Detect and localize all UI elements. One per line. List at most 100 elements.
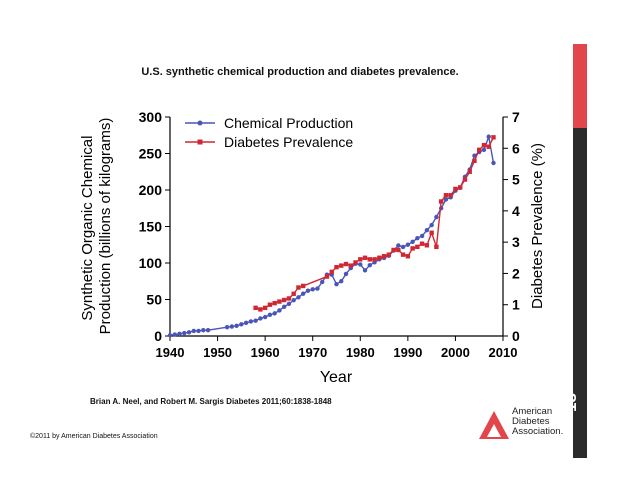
data-point-chemical: [224, 325, 230, 330]
legend-label-diabetes: Diabetes Prevalence: [224, 134, 353, 150]
data-point-diabetes: [396, 247, 401, 253]
logo-line-1: American: [512, 406, 553, 417]
data-point-diabetes: [467, 169, 472, 174]
series-line-chemical: [169, 134, 495, 336]
data-point-diabetes: [472, 158, 477, 163]
legend-label-chemical: Chemical Production: [224, 115, 353, 131]
data-point-chemical: [334, 281, 339, 287]
data-point-chemical: [358, 262, 363, 267]
data-point-chemical: [286, 301, 292, 307]
data-point-diabetes: [462, 177, 468, 182]
data-point-diabetes: [400, 252, 406, 257]
data-point-chemical: [262, 314, 268, 320]
data-point-diabetes: [358, 257, 363, 262]
data-point-chemical: [201, 327, 206, 333]
data-point-chemical: [315, 286, 320, 291]
data-point-chemical: [191, 328, 196, 334]
data-point-diabetes: [296, 285, 301, 290]
data-point-chemical: [419, 233, 425, 239]
data-point-diabetes: [491, 135, 496, 140]
series-line-diabetes: [255, 137, 495, 311]
data-point-diabetes: [419, 241, 425, 246]
y-axis-left-label-line2: Production (billions of kilograms): [97, 118, 114, 335]
data-point-chemical: [196, 328, 201, 334]
x-tick-label: 2010: [489, 345, 518, 360]
data-point-diabetes: [324, 274, 330, 279]
data-point-chemical: [205, 327, 211, 333]
data-point-chemical: [434, 214, 439, 220]
data-point-chemical: [272, 311, 277, 316]
data-point-chemical: [396, 243, 401, 248]
data-point-chemical: [343, 271, 349, 277]
data-point-diabetes: [343, 261, 349, 267]
data-point-diabetes: [438, 199, 444, 204]
y-left-tick-label: 250: [139, 146, 163, 162]
data-point-chemical: [410, 239, 415, 245]
side-accent-bar-red: [573, 44, 587, 128]
data-point-chemical: [177, 331, 182, 337]
x-tick-label: 1990: [393, 345, 422, 360]
data-point-chemical: [415, 235, 420, 241]
data-point-diabetes: [481, 142, 487, 148]
x-tick-label: 1970: [298, 345, 327, 360]
data-point-diabetes: [339, 263, 344, 268]
data-point-chemical: [424, 227, 430, 233]
copyright: ©2011 by American Diabetes Association: [30, 433, 158, 440]
data-point-chemical: [367, 262, 372, 268]
chart-series: [167, 134, 496, 338]
data-point-diabetes: [448, 193, 453, 198]
y-left-tick-label: 50: [146, 292, 162, 308]
data-point-chemical: [305, 288, 311, 293]
y-right-tick-label: 4: [512, 203, 520, 219]
data-point-diabetes: [277, 299, 282, 304]
data-point-diabetes: [386, 252, 392, 257]
data-point-diabetes: [443, 193, 449, 198]
data-point-diabetes: [334, 264, 339, 270]
data-point-chemical: [339, 279, 344, 284]
chart-labels: Year Synthetic Organic Chemical Producti…: [79, 118, 546, 386]
data-point-chemical: [172, 332, 177, 337]
data-point-diabetes: [477, 147, 482, 153]
data-point-chemical: [243, 320, 249, 326]
y-left-tick-label: 300: [139, 109, 163, 125]
data-point-chemical: [405, 242, 411, 247]
data-point-chemical: [267, 312, 273, 318]
data-point-diabetes: [272, 300, 277, 306]
data-point-chemical: [239, 322, 244, 327]
data-point-chemical: [277, 308, 282, 313]
chart-legend: Chemical Production Diabetes Prevalence: [185, 115, 353, 150]
data-point-diabetes: [424, 243, 430, 248]
y-right-tick-label: 5: [512, 172, 520, 188]
data-point-chemical: [234, 323, 239, 328]
data-point-chemical: [486, 134, 491, 139]
data-point-diabetes: [457, 185, 463, 190]
data-point-chemical: [301, 291, 306, 296]
y-left-tick-label: 200: [139, 182, 163, 198]
data-point-diabetes: [486, 144, 491, 149]
y-right-tick-label: 1: [512, 297, 520, 313]
side-accent-bar-dark: [573, 128, 587, 458]
citation: Brian A. Neel, and Robert M. Sargis Diab…: [90, 397, 332, 406]
x-tick-label: 1940: [156, 345, 185, 360]
y-right-tick-label: 3: [512, 234, 520, 250]
data-point-diabetes: [258, 307, 263, 312]
data-point-diabetes: [372, 257, 377, 262]
y-right-tick-label: 2: [512, 265, 520, 281]
data-point-chemical: [253, 318, 258, 323]
ada-logo: American Diabetes Association.: [477, 407, 597, 443]
data-point-chemical: [481, 147, 487, 153]
x-tick-label: 1960: [251, 345, 280, 360]
data-point-diabetes: [367, 257, 372, 262]
ada-triangle-icon: [479, 411, 509, 439]
data-point-chemical: [258, 316, 263, 321]
y-right-tick-label: 0: [512, 328, 520, 344]
data-point-chemical: [491, 160, 496, 166]
data-point-diabetes: [281, 297, 287, 303]
data-point-chemical: [400, 244, 406, 250]
data-point-diabetes: [329, 269, 334, 275]
data-point-diabetes: [362, 255, 368, 260]
data-point-chemical: [229, 324, 235, 329]
x-tick-label: 1980: [346, 345, 375, 360]
ada-logo-text: American Diabetes Association.: [512, 407, 563, 437]
logo-line-2: Diabetes: [512, 416, 550, 427]
